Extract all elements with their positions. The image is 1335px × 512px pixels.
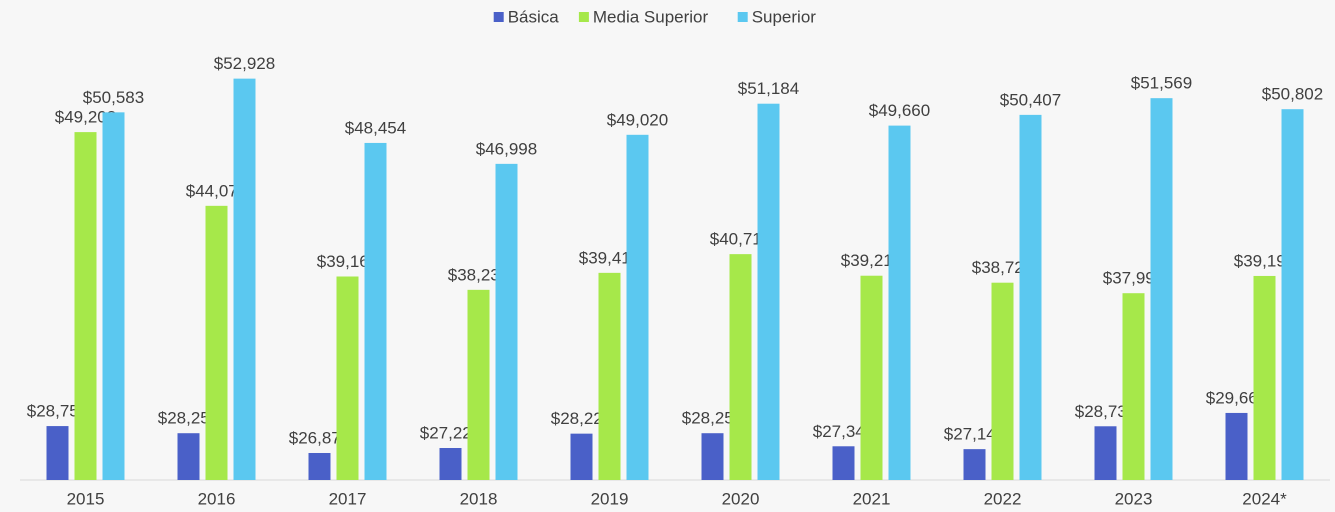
bar (860, 275, 883, 480)
value-label: $50,583 (83, 88, 144, 107)
value-label: $52,928 (214, 54, 275, 73)
value-label: $28,752 (27, 402, 88, 421)
bar (1122, 293, 1145, 480)
value-label: $29,666 (1206, 388, 1267, 407)
value-label: $46,998 (476, 139, 537, 158)
x-tick-label: 2015 (67, 489, 105, 508)
bar (701, 433, 724, 480)
value-label: $27,147 (944, 425, 1005, 444)
bar (308, 452, 331, 480)
value-label: $28,256 (158, 409, 219, 428)
bar (336, 276, 359, 480)
x-tick-label: 2019 (591, 489, 629, 508)
value-label: $38,729 (972, 258, 1033, 277)
legend-label: Superior (752, 7, 817, 26)
value-label: $39,214 (841, 251, 902, 270)
bar (102, 112, 125, 480)
value-label: $37,998 (1103, 269, 1164, 288)
value-label: $26,879 (289, 428, 350, 447)
value-label: $51,184 (738, 79, 799, 98)
x-tick-label: 2024* (1242, 489, 1287, 508)
bar (757, 103, 780, 480)
bar (205, 205, 228, 480)
bar (1094, 426, 1117, 480)
value-label: $50,802 (1262, 85, 1323, 104)
bar (1281, 109, 1304, 481)
bar (729, 254, 752, 480)
x-tick-label: 2022 (984, 489, 1022, 508)
x-tick-label: 2016 (198, 489, 236, 508)
value-label: $27,346 (813, 422, 874, 441)
value-label: $28,738 (1075, 402, 1136, 421)
bar (570, 433, 593, 480)
value-label: $39,198 (1234, 251, 1295, 270)
x-tick-label: 2023 (1115, 489, 1153, 508)
value-label: $38,232 (448, 265, 509, 284)
bar (1225, 412, 1248, 480)
legend-swatch (493, 12, 504, 22)
bar (1253, 275, 1276, 480)
value-label: $27,226 (420, 423, 481, 442)
value-label: $39,160 (317, 252, 378, 271)
bar (1150, 98, 1173, 481)
value-label: $49,208 (55, 108, 116, 127)
bar (467, 289, 490, 480)
x-tick-label: 2021 (853, 489, 891, 508)
value-label: $39,414 (579, 248, 640, 267)
bar (46, 426, 69, 480)
value-label: $50,407 (1000, 90, 1061, 109)
value-label: $51,569 (1131, 74, 1192, 93)
legend-label: Básica (508, 7, 560, 26)
bar (991, 282, 1014, 480)
value-label: $28,225 (551, 409, 612, 428)
bar (74, 132, 97, 481)
bar (233, 78, 256, 480)
bar (1019, 114, 1042, 481)
legend-swatch (737, 12, 748, 22)
bar (832, 446, 855, 480)
bar (598, 272, 621, 480)
bar (364, 142, 387, 480)
legend-label: Media Superior (593, 7, 709, 26)
bar (177, 433, 200, 480)
bar (495, 163, 518, 480)
bar (626, 134, 649, 480)
bar (963, 449, 986, 480)
value-label: $40,716 (710, 230, 771, 249)
value-label: $44,077 (186, 181, 247, 200)
value-label: $48,454 (345, 118, 406, 137)
x-tick-label: 2017 (329, 489, 367, 508)
value-label: $49,660 (869, 101, 930, 120)
bar (439, 448, 462, 480)
value-label: $28,256 (682, 409, 743, 428)
x-tick-label: 2018 (460, 489, 498, 508)
legend-swatch (578, 12, 589, 22)
x-tick-label: 2020 (722, 489, 760, 508)
bar (888, 125, 911, 480)
value-label: $49,020 (607, 110, 668, 129)
